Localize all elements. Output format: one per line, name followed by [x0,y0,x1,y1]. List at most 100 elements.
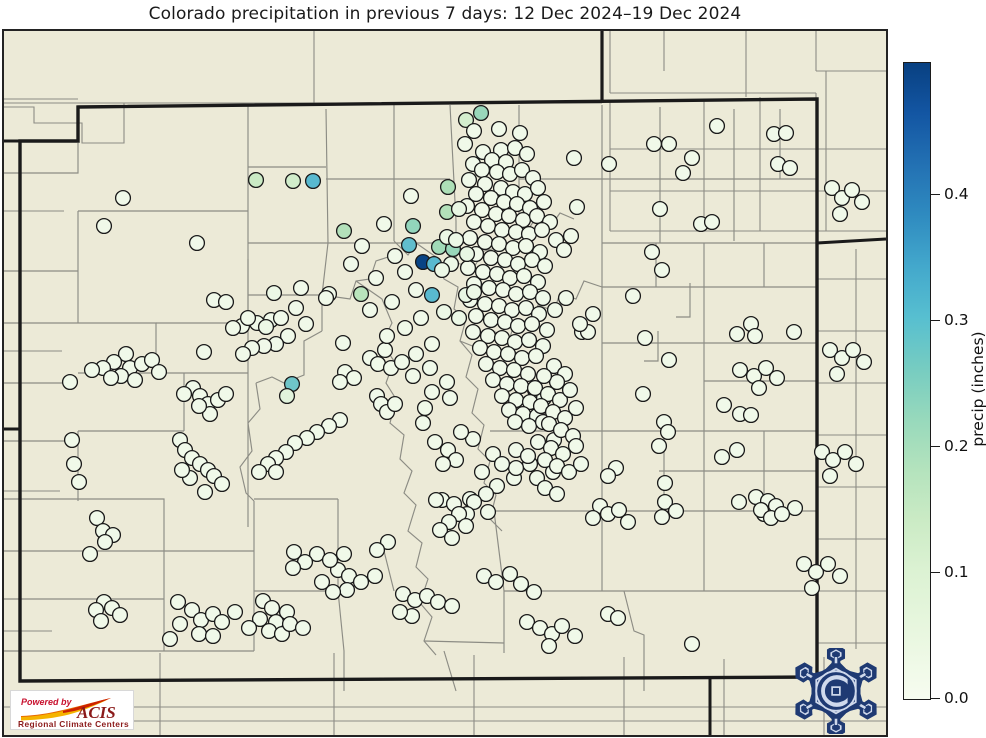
station-marker[interactable] [83,361,101,379]
station-marker[interactable] [386,395,404,413]
station-marker[interactable] [81,545,99,563]
station-marker[interactable] [553,617,571,635]
station-marker[interactable] [96,533,114,551]
station-marker[interactable] [421,359,439,377]
station-marker[interactable] [161,630,179,648]
station-marker[interactable] [636,329,654,347]
station-marker[interactable] [703,213,721,231]
station-marker[interactable] [338,581,356,599]
station-marker[interactable] [88,509,106,527]
station-marker[interactable] [433,261,451,279]
station-marker[interactable] [472,104,490,122]
station-marker[interactable] [324,583,342,601]
station-marker[interactable] [624,287,642,305]
station-marker[interactable] [819,555,837,573]
station-marker[interactable] [536,257,554,275]
station-marker[interactable] [247,171,265,189]
station-marker[interactable] [287,299,305,317]
station-marker[interactable] [803,579,821,597]
station-marker[interactable] [667,502,685,520]
station-marker[interactable] [95,217,113,235]
station-marker[interactable] [795,555,813,573]
station-marker[interactable] [513,161,531,179]
station-marker[interactable] [251,610,269,628]
station-marker[interactable] [173,461,191,479]
station-marker[interactable] [656,493,674,511]
station-marker[interactable] [785,323,803,341]
station-marker[interactable] [567,399,585,417]
station-marker[interactable] [534,289,552,307]
station-marker[interactable] [477,485,495,503]
station-marker[interactable] [284,172,302,190]
station-marker[interactable] [515,267,533,285]
station-marker[interactable] [480,279,498,297]
station-marker[interactable] [368,541,386,559]
station-marker[interactable] [659,423,677,441]
station-marker[interactable] [143,351,161,369]
station-marker[interactable] [308,545,326,563]
station-marker[interactable] [528,207,546,225]
station-marker[interactable] [813,443,831,461]
station-marker[interactable] [201,405,219,423]
station-marker[interactable] [479,217,497,235]
station-marker[interactable] [70,473,88,491]
station-marker[interactable] [366,567,384,585]
station-marker[interactable] [634,385,652,403]
station-marker[interactable] [519,447,537,465]
station-marker[interactable] [292,279,310,297]
station-marker[interactable] [484,445,502,463]
station-marker[interactable] [507,223,525,241]
station-marker[interactable] [488,163,506,181]
station-marker[interactable] [175,385,193,403]
station-marker[interactable] [239,309,257,327]
station-marker[interactable] [467,307,485,325]
station-marker[interactable] [464,323,482,341]
precipitation-map[interactable] [2,29,888,737]
station-marker[interactable] [493,455,511,473]
station-marker[interactable] [518,613,536,631]
station-marker[interactable] [465,213,483,231]
station-marker[interactable] [204,627,222,645]
station-marker[interactable] [61,373,79,391]
station-marker[interactable] [407,345,425,363]
station-marker[interactable] [479,503,497,521]
station-marker[interactable] [786,499,804,517]
station-marker[interactable] [715,396,733,414]
station-marker[interactable] [728,441,746,459]
station-marker[interactable] [645,135,663,153]
station-marker[interactable] [190,625,208,643]
station-marker[interactable] [807,563,825,581]
station-marker[interactable] [487,573,505,591]
station-marker[interactable] [533,221,551,239]
station-marker[interactable] [376,341,394,359]
station-marker[interactable] [379,533,397,551]
station-marker[interactable] [317,289,335,307]
station-marker[interactable] [447,231,465,249]
station-marker[interactable] [584,509,602,527]
station-marker[interactable] [102,369,120,387]
station-marker[interactable] [367,269,385,287]
station-marker[interactable] [562,227,580,245]
station-marker[interactable] [683,635,701,653]
station-marker[interactable] [452,423,470,441]
station-marker[interactable] [400,236,418,254]
station-marker[interactable] [473,161,491,179]
station-marker[interactable] [821,341,839,359]
station-marker[interactable] [610,501,628,519]
station-marker[interactable] [821,467,839,485]
station-marker[interactable] [450,200,468,218]
station-marker[interactable] [773,505,791,523]
station-marker[interactable] [836,443,854,461]
station-marker[interactable] [195,343,213,361]
station-marker[interactable] [150,363,168,381]
station-marker[interactable] [660,135,678,153]
station-marker[interactable] [443,597,461,615]
station-marker[interactable] [520,331,538,349]
station-marker[interactable] [126,371,144,389]
station-marker[interactable] [653,261,671,279]
station-marker[interactable] [190,397,208,415]
station-marker[interactable] [414,414,432,432]
station-marker[interactable] [730,493,748,511]
station-marker[interactable] [285,543,303,561]
station-marker[interactable] [488,477,506,495]
